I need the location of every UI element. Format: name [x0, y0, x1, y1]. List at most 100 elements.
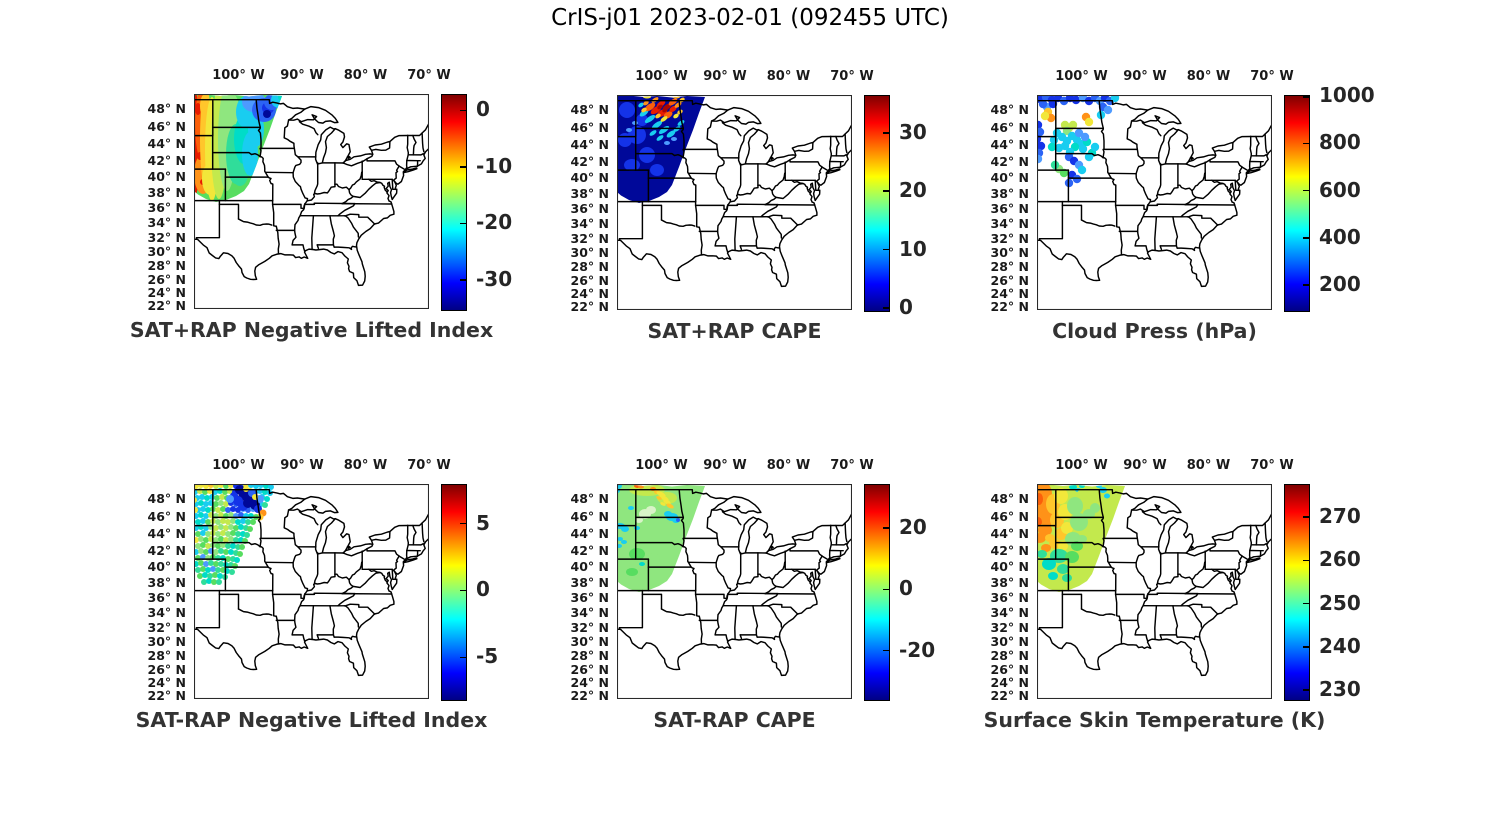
lat-tick-label: 46° N	[570, 508, 609, 524]
lon-tick-label: 70° W	[830, 458, 874, 473]
lat-tick-label: 24° N	[990, 675, 1029, 691]
lat-tick-label: 34° N	[147, 605, 186, 621]
lat-tick-label: 48° N	[990, 101, 1029, 117]
lat-tick-label: 36° N	[990, 201, 1029, 217]
lat-tick-label: 42° N	[570, 542, 609, 558]
colorbar-tick-label: 0	[899, 295, 913, 320]
lat-tick-label: 24° N	[147, 285, 186, 301]
lat-tick-label: 30° N	[990, 633, 1029, 649]
lat-tick-label: 24° N	[147, 675, 186, 691]
panel-title: Cloud Press (hPa)	[1052, 319, 1257, 343]
lat-tick-label: 46° N	[570, 119, 609, 135]
lat-tick-label: 22° N	[990, 299, 1029, 315]
colorbar-tick	[460, 522, 466, 525]
lat-tick-label: 28° N	[570, 258, 609, 274]
lat-tick-label: 34° N	[147, 215, 186, 231]
lat-tick-label: 32° N	[990, 619, 1029, 635]
lat-tick-label: 34° N	[990, 216, 1029, 232]
lat-tick-label: 24° N	[570, 286, 609, 302]
lat-tick-label: 42° N	[990, 153, 1029, 169]
lat-tick-label: 36° N	[147, 200, 186, 216]
lat-tick-label: 38° N	[990, 185, 1029, 201]
colorbar-tick-label: 250	[1319, 590, 1361, 615]
lat-tick-label: 32° N	[147, 229, 186, 245]
lat-tick-label: 40° N	[570, 170, 609, 186]
lat-tick-label: 30° N	[147, 633, 186, 649]
colorbar-tick	[1303, 284, 1309, 286]
lat-tick-label: 34° N	[570, 605, 609, 621]
lon-tick-label: 100° W	[212, 458, 265, 473]
lon-tick-label: 70° W	[1250, 69, 1294, 84]
lon-tick-label: 90° W	[1123, 458, 1167, 473]
colorbar-tick-label: 0	[899, 576, 913, 601]
colorbar-tick-label: 10	[899, 236, 927, 261]
lon-tick-label: 90° W	[280, 68, 324, 83]
colorbar-tick	[883, 248, 889, 251]
colorbar	[1284, 95, 1310, 312]
colorbar	[441, 94, 467, 311]
lat-tick-label: 28° N	[147, 647, 186, 663]
colorbar-tick-label: 240	[1319, 633, 1361, 658]
map-3	[194, 484, 429, 699]
colorbar-tick-label: -20	[899, 637, 936, 662]
map-4	[617, 484, 852, 699]
lat-tick-label: 48° N	[570, 101, 609, 117]
lat-tick-label: 40° N	[570, 559, 609, 575]
colorbar-tick	[1303, 96, 1309, 98]
panel-title: SAT+RAP CAPE	[647, 319, 822, 343]
lat-tick-label: 38° N	[570, 185, 609, 201]
lon-tick-label: 90° W	[1123, 69, 1167, 84]
lat-tick-label: 42° N	[147, 152, 186, 168]
colorbar-tick-label: 400	[1319, 224, 1361, 249]
lat-tick-label: 46° N	[147, 118, 186, 134]
lat-tick-label: 48° N	[570, 490, 609, 506]
lon-tick-label: 80° W	[766, 458, 811, 473]
colorbar-tick	[460, 279, 466, 281]
lat-tick-label: 30° N	[990, 244, 1029, 260]
lon-tick-label: 90° W	[703, 458, 747, 473]
lon-tick-label: 100° W	[635, 69, 688, 84]
colorbar-tick	[1303, 516, 1309, 518]
colorbar-tick-label: 230	[1319, 677, 1361, 702]
lat-tick-label: 46° N	[990, 119, 1029, 135]
colorbar-tick-label: 270	[1319, 504, 1361, 528]
map-2	[1037, 95, 1272, 310]
panel-title: SAT-RAP Negative Lifted Index	[135, 708, 488, 732]
lat-tick-label: 38° N	[147, 184, 186, 200]
colorbar-tick-label: 20	[899, 178, 927, 203]
lon-tick-label: 100° W	[212, 68, 265, 83]
colorbar-tick	[883, 527, 889, 529]
lat-tick-label: 32° N	[570, 619, 609, 635]
lat-tick-label: 22° N	[570, 688, 609, 704]
colorbar-tick	[460, 656, 466, 659]
lat-tick-label: 36° N	[570, 590, 609, 606]
lat-tick-label: 26° N	[147, 661, 186, 677]
lat-tick-label: 36° N	[570, 201, 609, 217]
colorbar	[1284, 484, 1310, 701]
lat-tick-label: 44° N	[147, 526, 186, 542]
colorbar-tick	[1303, 189, 1309, 192]
lat-tick-label: 38° N	[570, 574, 609, 590]
panel-title: Surface Skin Temperature (K)	[983, 708, 1326, 732]
colorbar-tick-label: -30	[476, 267, 513, 291]
lon-tick-label: 80° W	[1186, 458, 1231, 473]
colorbar-tick-label: 0	[476, 577, 490, 602]
colorbar-tick-label: 5	[476, 510, 490, 535]
colorbar-tick-label: -5	[476, 644, 499, 669]
lon-tick-label: 70° W	[407, 458, 451, 473]
colorbar-tick	[460, 166, 466, 168]
lat-tick-label: 42° N	[147, 542, 186, 558]
colorbar-tick	[883, 132, 889, 134]
lat-tick-label: 40° N	[147, 559, 186, 575]
colorbar-tick	[883, 190, 889, 192]
colorbar-tick-label: 1000	[1319, 83, 1375, 107]
colorbar-tick	[883, 307, 889, 309]
map-0	[194, 94, 429, 309]
lat-tick-label: 44° N	[570, 526, 609, 542]
colorbar-tick	[1303, 559, 1309, 562]
figure-title: CrIS-j01 2023-02-01 (092455 UTC)	[551, 5, 949, 31]
lat-tick-label: 32° N	[147, 619, 186, 635]
lon-tick-label: 80° W	[343, 458, 388, 473]
lon-tick-label: 90° W	[280, 458, 324, 473]
